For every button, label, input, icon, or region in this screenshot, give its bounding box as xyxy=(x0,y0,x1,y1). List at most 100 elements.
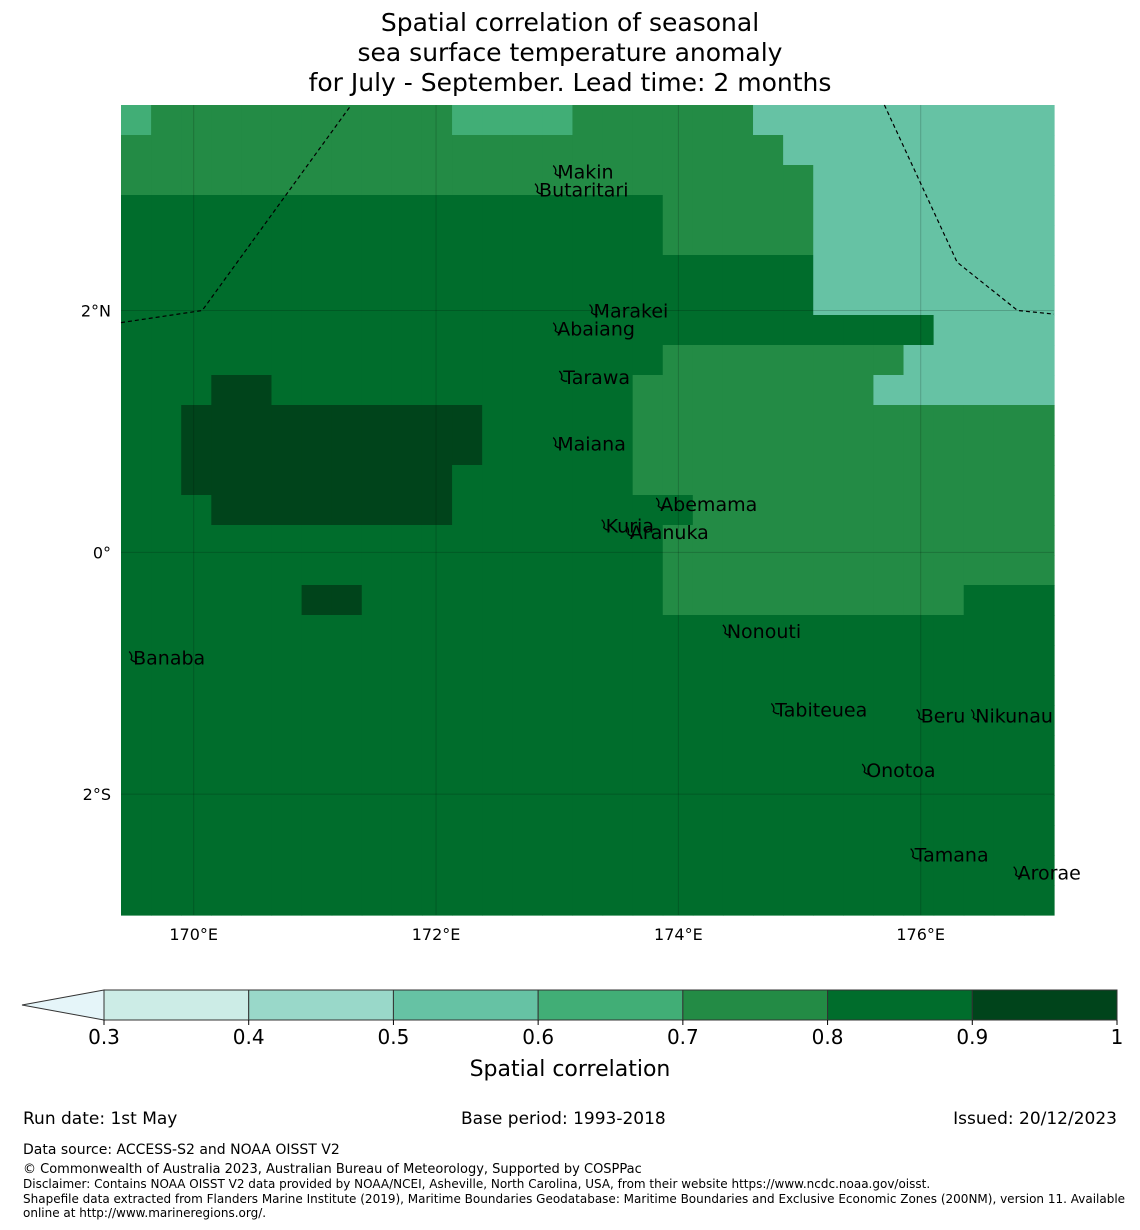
grid-cell xyxy=(421,885,453,916)
grid-cell xyxy=(121,555,152,586)
grid-cell xyxy=(151,405,182,436)
island-label-tamana: Tamana xyxy=(914,845,989,867)
grid-cell xyxy=(121,225,152,256)
chart-title: Spatial correlation of seasonal sea surf… xyxy=(0,8,1140,98)
grid-cell xyxy=(271,735,303,766)
grid-cell xyxy=(391,855,423,886)
grid-cell xyxy=(151,375,182,406)
y-tick-label: 2°S xyxy=(83,785,111,804)
grid-cell xyxy=(1023,435,1055,466)
grid-cell xyxy=(452,225,483,256)
axis-ticks: 170°E 172°E 174°E 176°E 2°N 0° 2°S xyxy=(81,302,945,944)
grid-cell xyxy=(753,705,784,736)
grid-cell xyxy=(391,705,423,736)
grid-cell xyxy=(452,285,483,316)
grid-cell xyxy=(211,585,242,616)
grid-cell xyxy=(843,135,875,166)
grid-cell xyxy=(271,405,303,436)
grid-cell xyxy=(482,555,513,586)
grid-cell xyxy=(903,225,935,256)
grid-cell xyxy=(211,495,242,526)
grid-cell xyxy=(1023,345,1055,376)
grid-cell xyxy=(482,105,513,136)
grid-cell xyxy=(903,495,935,526)
grid-cell xyxy=(813,765,844,796)
grid-cell xyxy=(241,615,273,646)
grid-cell xyxy=(512,855,543,886)
grid-cell xyxy=(421,735,453,766)
grid-cell xyxy=(361,525,393,556)
grid-cell xyxy=(331,765,363,796)
grid-cell xyxy=(361,435,393,466)
grid-cell xyxy=(542,675,574,706)
grid-cell xyxy=(873,195,905,226)
x-tick-label: 174°E xyxy=(654,925,703,944)
grid-cell xyxy=(181,225,212,256)
grid-cell xyxy=(542,615,574,646)
grid-cell xyxy=(963,495,995,526)
grid-cell xyxy=(963,585,995,616)
island-label-abaiang: Abaiang xyxy=(557,319,635,341)
grid-cell xyxy=(632,825,664,856)
grid-cell xyxy=(753,165,784,196)
grid-cell xyxy=(1023,645,1055,676)
grid-cell xyxy=(993,195,1025,226)
grid-cell xyxy=(602,435,634,466)
grid-cell xyxy=(602,345,634,376)
grid-cell xyxy=(933,525,965,556)
grid-cell xyxy=(783,165,814,196)
grid-cell xyxy=(421,795,453,826)
grid-cell xyxy=(632,405,664,436)
grid-cell xyxy=(572,105,604,136)
colorbar-tick-label: 0.8 xyxy=(812,1025,844,1049)
colorbar-tick-label: 0.6 xyxy=(522,1025,554,1049)
grid-cell xyxy=(783,525,814,556)
grid-cell xyxy=(993,885,1025,916)
grid-cell xyxy=(813,435,844,466)
grid-cell xyxy=(602,765,634,796)
grid-cell xyxy=(783,495,814,526)
grid-cell xyxy=(692,285,724,316)
grid-cell xyxy=(331,615,363,646)
grid-cell xyxy=(271,165,303,196)
grid-cell xyxy=(572,285,604,316)
grid-cell xyxy=(572,135,604,166)
grid-cell xyxy=(753,555,784,586)
grid-cell xyxy=(452,255,483,286)
grid-cell xyxy=(1023,465,1055,496)
grid-cell xyxy=(361,315,393,346)
island-label-marakei: Marakei xyxy=(594,301,669,323)
grid-cell xyxy=(151,435,182,466)
grid-cell xyxy=(121,285,152,316)
grid-cell xyxy=(662,465,694,496)
grid-cell xyxy=(602,795,634,826)
grid-cell xyxy=(301,435,333,466)
grid-cell xyxy=(783,825,814,856)
grid-cell xyxy=(421,705,453,736)
grid-cell xyxy=(542,195,574,226)
grid-cell xyxy=(602,195,634,226)
grid-cell xyxy=(843,525,875,556)
colorbar-tick-label: 0.5 xyxy=(378,1025,410,1049)
grid-cell xyxy=(482,435,513,466)
grid-cell xyxy=(271,825,303,856)
grid-cell xyxy=(813,195,844,226)
grid-cell xyxy=(813,615,844,646)
grid-cell xyxy=(241,735,273,766)
grid-cell xyxy=(722,615,754,646)
grid-cell xyxy=(482,285,513,316)
grid-cell xyxy=(813,285,844,316)
grid-cell xyxy=(722,795,754,826)
grid-cell xyxy=(301,855,333,886)
grid-cell xyxy=(151,765,182,796)
grid-cell xyxy=(602,255,634,286)
grid-cell xyxy=(993,855,1025,886)
grid-cell xyxy=(151,135,182,166)
grid-cell xyxy=(512,885,543,916)
grid-cell xyxy=(993,765,1025,796)
grid-cell xyxy=(813,135,844,166)
grid-cell xyxy=(993,705,1025,736)
correlation-grid xyxy=(121,105,1055,916)
grid-cell xyxy=(452,405,483,436)
grid-cell xyxy=(813,345,844,376)
